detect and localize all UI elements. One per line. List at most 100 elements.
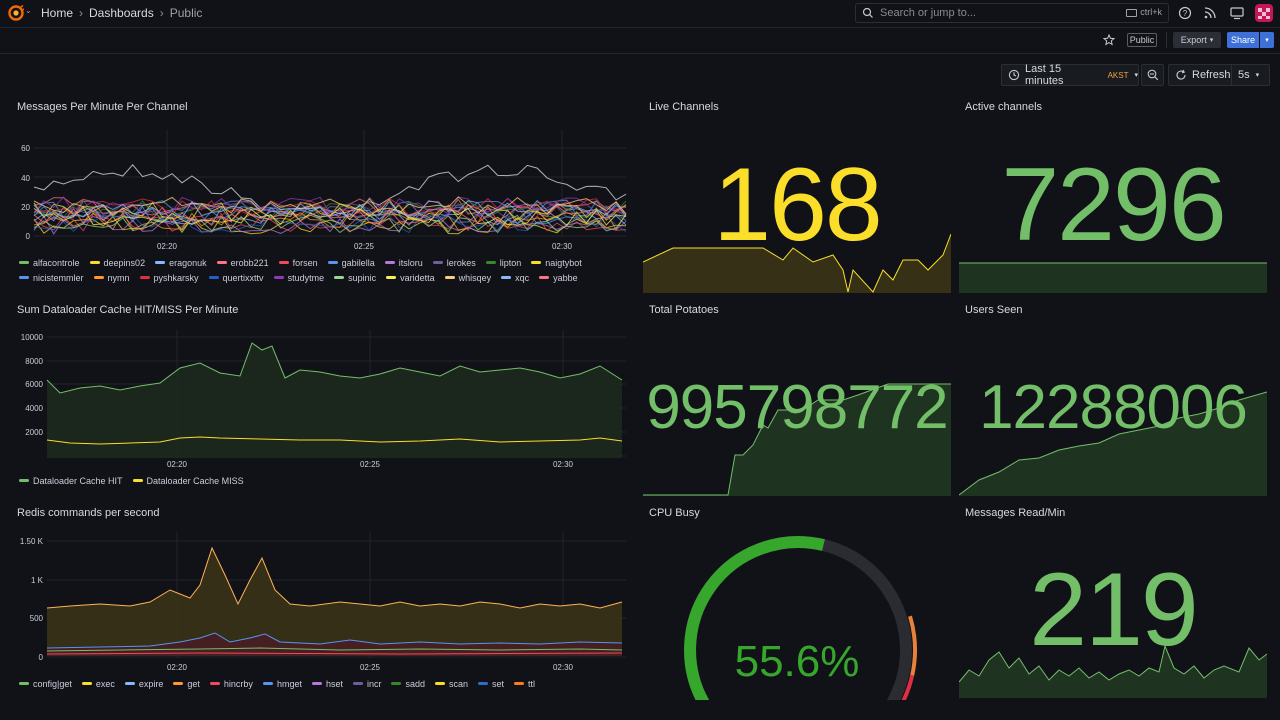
search-box[interactable]: ctrl+k: [855, 3, 1169, 23]
rss-icon[interactable]: [1202, 5, 1218, 21]
legend-item[interactable]: yabbe: [539, 270, 578, 285]
legend-item[interactable]: get: [173, 676, 200, 691]
chevron-down-icon: ▾: [1134, 72, 1138, 79]
search-shortcut-text: ctrl+k: [1140, 7, 1162, 17]
legend-item[interactable]: hset: [311, 676, 343, 691]
help-icon[interactable]: ?: [1177, 5, 1193, 21]
legend-item[interactable]: expire: [124, 676, 163, 691]
timeseries-chart[interactable]: 1.50 K 1 K 500 0 02:20 02:25 02:30: [0, 530, 632, 675]
legend-item[interactable]: quertixxttv: [208, 270, 264, 285]
series-line: [33, 205, 627, 225]
panel-title: Live Channels: [649, 101, 719, 113]
legend-item[interactable]: supinic: [334, 270, 376, 285]
legend-item[interactable]: hincrby: [209, 676, 253, 691]
legend-item[interactable]: alfacontrole: [19, 255, 80, 270]
legend-item[interactable]: varidetta: [386, 270, 435, 285]
legend-item[interactable]: nicistemmler: [19, 270, 84, 285]
series-line: [33, 199, 627, 219]
avatar[interactable]: [1255, 4, 1273, 22]
refresh-interval-picker[interactable]: 5s ▾: [1232, 64, 1270, 86]
legend-swatch: [124, 682, 135, 685]
legend-label: Dataloader Cache MISS: [146, 475, 244, 486]
legend-item[interactable]: exec: [81, 676, 115, 691]
gauge: [684, 535, 917, 700]
legend-item[interactable]: sadd: [391, 676, 425, 691]
timeseries-chart[interactable]: 60 40 20 0 02:20 02:25 02:30: [0, 125, 632, 255]
time-range-picker[interactable]: Last 15 minutes AKST ▾: [1001, 63, 1139, 87]
legend-label: config|get: [33, 678, 72, 689]
legend-item[interactable]: eragonuk: [155, 255, 207, 270]
panel-title: Messages Read/Min: [965, 507, 1066, 519]
legend-label: set: [492, 678, 505, 689]
legend-item[interactable]: ttl: [514, 676, 535, 691]
legend-item[interactable]: whisqey: [444, 270, 491, 285]
zoom-out-icon: [1147, 69, 1159, 81]
legend-item[interactable]: erobb221: [216, 255, 269, 270]
y-tick: 2000: [25, 428, 43, 437]
chevron-down-icon[interactable]: ⌄: [25, 6, 32, 15]
export-button[interactable]: Export ▾: [1173, 32, 1221, 48]
grafana-logo-icon[interactable]: [8, 5, 24, 21]
legend-label: get: [187, 678, 200, 689]
share-menu-chevron-icon[interactable]: ▾: [1260, 32, 1274, 48]
breadcrumb-current: Public: [169, 6, 203, 20]
y-tick: 1.50 K: [20, 537, 44, 546]
legend-label: deepins02: [103, 257, 146, 268]
zoom-out-button[interactable]: [1141, 64, 1164, 86]
legend-item[interactable]: set: [478, 676, 504, 691]
legend-item[interactable]: Dataloader Cache MISS: [132, 473, 244, 488]
legend-item[interactable]: incr: [352, 676, 381, 691]
legend-swatch: [444, 276, 455, 279]
legend-label: ttl: [528, 678, 536, 689]
legend-item[interactable]: scan: [435, 676, 468, 691]
legend-item[interactable]: nymn: [93, 270, 130, 285]
panel-title: Active channels: [965, 101, 1043, 113]
x-tick: 02:30: [552, 242, 573, 251]
search-input[interactable]: [878, 6, 1122, 20]
series-line: [33, 215, 627, 235]
time-range-label: Last 15 minutes: [1024, 63, 1064, 87]
y-tick: 0: [39, 653, 44, 662]
legend-item[interactable]: itsloru: [384, 255, 423, 270]
legend-swatch: [432, 261, 443, 264]
series-line: [33, 214, 627, 234]
x-tick: 02:25: [354, 242, 375, 251]
timeseries-chart[interactable]: 10000 8000 6000 4000 2000 02:20 02:25 02…: [0, 328, 632, 473]
legend-item[interactable]: lipton: [485, 255, 522, 270]
legend-item[interactable]: deepins02: [89, 255, 146, 270]
legend-item[interactable]: Dataloader Cache HIT: [19, 473, 123, 488]
sparkline: [959, 644, 1267, 698]
share-button[interactable]: Share: [1227, 32, 1259, 48]
y-tick: 1 K: [31, 576, 44, 585]
toolbar-divider: [1166, 32, 1167, 48]
refresh-button[interactable]: Refresh: [1168, 64, 1232, 86]
panel-title: Users Seen: [965, 304, 1023, 316]
legend-item[interactable]: pyshkarsky: [139, 270, 199, 285]
legend-item[interactable]: lerokes: [432, 255, 476, 270]
export-button-label: Export: [1180, 35, 1207, 45]
breadcrumb-dashboards[interactable]: Dashboards: [89, 6, 154, 20]
star-icon[interactable]: [1103, 34, 1115, 46]
stat-value: 7296: [1001, 147, 1226, 263]
legend-label: pyshkarsky: [153, 272, 199, 283]
breadcrumb-home[interactable]: Home: [41, 6, 74, 20]
stat-value: 12288006: [979, 373, 1248, 442]
legend-item[interactable]: hmget: [262, 676, 302, 691]
legend-item[interactable]: config|get: [19, 676, 72, 691]
x-tick: 02:20: [157, 242, 178, 251]
search-icon: [862, 7, 873, 18]
legend-item[interactable]: gabilella: [327, 255, 375, 270]
legend-label: hmget: [276, 678, 302, 689]
monitor-icon[interactable]: [1229, 5, 1245, 21]
legend-item[interactable]: xqc: [501, 270, 529, 285]
legend-swatch: [384, 261, 395, 264]
legend-swatch: [208, 276, 219, 279]
legend-label: lipton: [499, 257, 522, 268]
series-line: [33, 196, 627, 216]
legend-label: exec: [95, 678, 115, 689]
legend-item[interactable]: studytme: [273, 270, 324, 285]
legend-label: gabilella: [341, 257, 375, 268]
legend-item[interactable]: naigtybot: [531, 255, 582, 270]
x-tick: 02:25: [360, 460, 381, 469]
legend-item[interactable]: forsen: [278, 255, 318, 270]
